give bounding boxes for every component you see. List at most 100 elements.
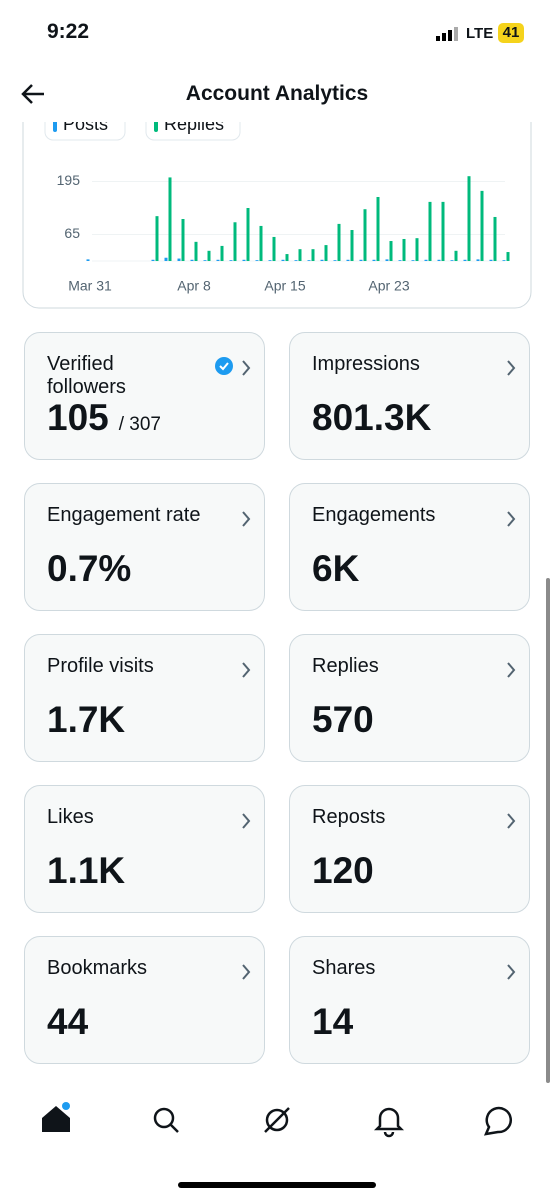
metric-card[interactable]: Shares 14 bbox=[289, 936, 530, 1064]
bar bbox=[450, 260, 454, 261]
bar bbox=[337, 223, 341, 261]
bar bbox=[229, 260, 233, 261]
signal-icon bbox=[436, 27, 458, 41]
time: 9:22 bbox=[47, 20, 90, 43]
chevron bbox=[507, 813, 516, 829]
chevron bbox=[242, 511, 251, 527]
bar bbox=[437, 259, 441, 261]
chevron bbox=[242, 964, 251, 980]
search-tab[interactable] bbox=[153, 1107, 179, 1133]
metric-label: Engagement rate bbox=[47, 504, 201, 526]
bar bbox=[307, 260, 311, 261]
bar bbox=[190, 259, 194, 261]
messages-tab[interactable] bbox=[483, 1106, 513, 1136]
chevron-path bbox=[507, 511, 516, 527]
bar bbox=[242, 259, 246, 261]
metric-value: 570 bbox=[312, 699, 374, 740]
bar bbox=[168, 177, 172, 261]
chevron bbox=[507, 662, 516, 678]
bar bbox=[86, 259, 90, 261]
metric-value: 44 bbox=[47, 1001, 89, 1042]
bar bbox=[376, 196, 380, 261]
metric-value: 105 / 307 bbox=[47, 397, 161, 439]
bar bbox=[255, 260, 259, 261]
metric-label: Verified followers bbox=[47, 353, 126, 398]
metric-label: Impressions bbox=[312, 353, 420, 375]
network: LTE bbox=[466, 25, 494, 42]
bar bbox=[285, 254, 289, 261]
title: Account Analytics bbox=[185, 82, 369, 105]
bar bbox=[272, 236, 276, 261]
notifications-tab[interactable] bbox=[373, 1107, 405, 1138]
metric-label: Shares bbox=[312, 957, 376, 979]
metric-label: Replies bbox=[312, 655, 379, 677]
metric-card[interactable]: Reposts 120 bbox=[289, 785, 530, 913]
chevron-path bbox=[242, 662, 251, 678]
bar bbox=[311, 249, 315, 261]
metric-value: 120 bbox=[312, 850, 374, 891]
metric-value: 6K bbox=[312, 548, 360, 589]
metric-card[interactable]: Engagements 6K bbox=[289, 483, 530, 611]
x-tick-label: Apr 15 bbox=[264, 278, 305, 294]
metric-card[interactable]: Verified followers 105 / 307 bbox=[24, 332, 265, 460]
bar bbox=[298, 249, 302, 261]
bar bbox=[233, 222, 237, 261]
x-tick-label: Mar 31 bbox=[68, 278, 112, 294]
chevron-path bbox=[242, 360, 251, 376]
header: Account Analytics bbox=[0, 70, 554, 122]
chevron bbox=[242, 662, 251, 678]
bar bbox=[203, 260, 207, 261]
metric-value: 14 bbox=[312, 1001, 354, 1042]
bar bbox=[402, 238, 406, 261]
metric-card[interactable]: Likes 1.1K bbox=[24, 785, 265, 913]
metric-value: 801.3K bbox=[312, 397, 432, 438]
chevron bbox=[242, 360, 251, 376]
bar bbox=[151, 259, 155, 261]
back-button[interactable] bbox=[20, 82, 46, 106]
bar bbox=[181, 219, 185, 261]
chevron bbox=[507, 964, 516, 980]
bar bbox=[493, 216, 497, 261]
home-indicator bbox=[178, 1182, 376, 1188]
metric-card[interactable]: Bookmarks 44 bbox=[24, 936, 265, 1064]
bar bbox=[463, 259, 467, 261]
metric-value: 1.1K bbox=[47, 850, 126, 891]
bar bbox=[467, 176, 471, 261]
bar bbox=[389, 241, 393, 261]
bar bbox=[385, 259, 389, 261]
metric-card[interactable]: Engagement rate 0.7% bbox=[24, 483, 265, 611]
bar bbox=[259, 225, 263, 261]
metric-value-text: 105 bbox=[47, 397, 109, 438]
bar bbox=[294, 260, 298, 261]
metric-card[interactable]: Profile visits 1.7K bbox=[24, 634, 265, 762]
bar bbox=[324, 245, 328, 261]
bar bbox=[164, 257, 168, 261]
bar bbox=[454, 250, 458, 261]
home-tab[interactable] bbox=[42, 1102, 70, 1132]
metric-label: Engagements bbox=[312, 504, 436, 526]
metric-label: Bookmarks bbox=[47, 957, 148, 979]
status-bar: 9:22 LTE 41 bbox=[0, 0, 554, 70]
grok-tab[interactable] bbox=[264, 1107, 290, 1133]
bar bbox=[320, 259, 324, 261]
bar bbox=[346, 259, 350, 261]
bar bbox=[480, 190, 484, 261]
bar bbox=[220, 245, 224, 261]
metric-value: 0.7% bbox=[47, 548, 132, 589]
y-tick-label: 195 bbox=[57, 172, 81, 188]
bar bbox=[350, 230, 354, 261]
metric-card[interactable]: Impressions 801.3K bbox=[289, 332, 530, 460]
bar bbox=[363, 209, 367, 261]
bar bbox=[333, 260, 337, 261]
bar bbox=[194, 241, 198, 261]
bar bbox=[441, 201, 445, 261]
chevron-path bbox=[507, 964, 516, 980]
metric-card[interactable]: Replies 570 bbox=[289, 634, 530, 762]
metric-value: 1.7K bbox=[47, 699, 126, 740]
bar bbox=[268, 260, 272, 261]
chevron bbox=[507, 511, 516, 527]
chevron-path bbox=[507, 662, 516, 678]
scrollbar bbox=[546, 578, 550, 1083]
bar bbox=[398, 260, 402, 261]
